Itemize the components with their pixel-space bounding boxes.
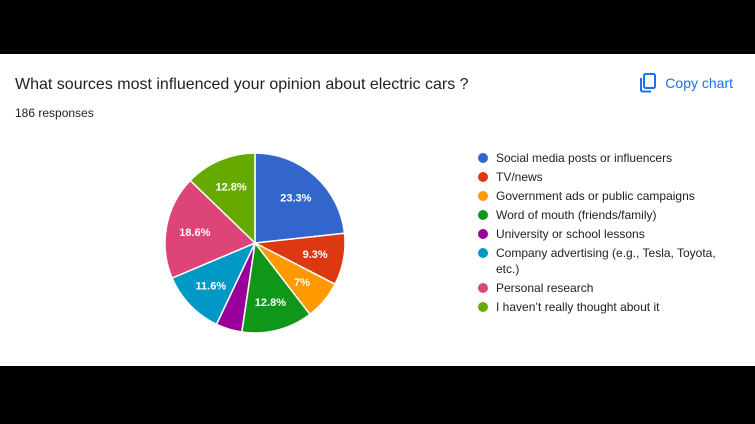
slice-label: 9.3% <box>303 249 328 261</box>
legend-swatch <box>478 153 488 163</box>
legend-item-social-media-posts-or-influencers[interactable]: Social media posts or influencers <box>478 150 718 166</box>
legend-item-university-or-school-lessons[interactable]: University or school lessons <box>478 226 718 242</box>
pie-chart: 23.3% 9.3% 7% 12.8% 11.6% 18.6% 12.8% <box>164 152 346 334</box>
chart-card: What sources most influenced your opinio… <box>0 54 755 366</box>
response-count: 186 responses <box>15 106 94 120</box>
legend-item-company-advertising-e-g-tesla-toyota-etc[interactable]: Company advertising (e.g., Tesla, Toyota… <box>478 245 718 277</box>
pie-slice-personal-research[interactable] <box>164 179 257 280</box>
pie-slice-i-haven-t-really-thought-about-it[interactable] <box>189 152 256 245</box>
legend-swatch <box>478 172 488 182</box>
slice-label: 12.8% <box>255 297 286 309</box>
legend-label: Company advertising (e.g., Tesla, Toyota… <box>496 246 716 276</box>
copy-icon <box>639 73 657 93</box>
legend-label: TV/news <box>496 170 543 184</box>
legend-label: Social media posts or influencers <box>496 151 673 165</box>
legend-swatch <box>478 229 488 239</box>
copy-chart-button[interactable]: Copy chart <box>639 70 733 96</box>
legend-swatch <box>478 302 488 312</box>
slice-label: 18.6% <box>179 227 210 239</box>
legend-swatch <box>478 248 488 258</box>
pie-slice-word-of-mouth-friends-family[interactable] <box>240 241 311 334</box>
legend-swatch <box>478 210 488 220</box>
legend-label: Word of mouth (friends/family) <box>496 208 657 222</box>
legend-swatch <box>478 191 488 201</box>
copy-chart-label: Copy chart <box>665 75 733 91</box>
legend-item-word-of-mouth-friends-family[interactable]: Word of mouth (friends/family) <box>478 207 718 223</box>
slice-label: 11.6% <box>196 280 227 292</box>
legend-label: Government ads or public campaigns <box>496 189 695 203</box>
legend-item-personal-research[interactable]: Personal research <box>478 280 718 296</box>
legend-label: University or school lessons <box>496 227 645 241</box>
slice-label: 23.3% <box>280 192 311 204</box>
legend-swatch <box>478 283 488 293</box>
chart-legend: Social media posts or influencers TV/news… <box>478 150 718 318</box>
slice-label: 7% <box>294 277 310 289</box>
slice-label: 12.8% <box>215 182 246 194</box>
question-title: What sources most influenced your opinio… <box>15 76 469 93</box>
pie-slice-social-media-posts-or-influencers[interactable] <box>254 152 346 244</box>
legend-label: I haven’t really thought about it <box>496 300 660 314</box>
legend-item-i-haven-t-really-thought-about-it[interactable]: I haven’t really thought about it <box>478 299 718 315</box>
legend-label: Personal research <box>496 281 594 295</box>
legend-item-tv-news[interactable]: TV/news <box>478 169 718 185</box>
legend-item-government-ads-or-public-campaigns[interactable]: Government ads or public campaigns <box>478 188 718 204</box>
pie-slice-company-advertising-e-g-tesla-toyota-etc[interactable] <box>171 241 257 326</box>
